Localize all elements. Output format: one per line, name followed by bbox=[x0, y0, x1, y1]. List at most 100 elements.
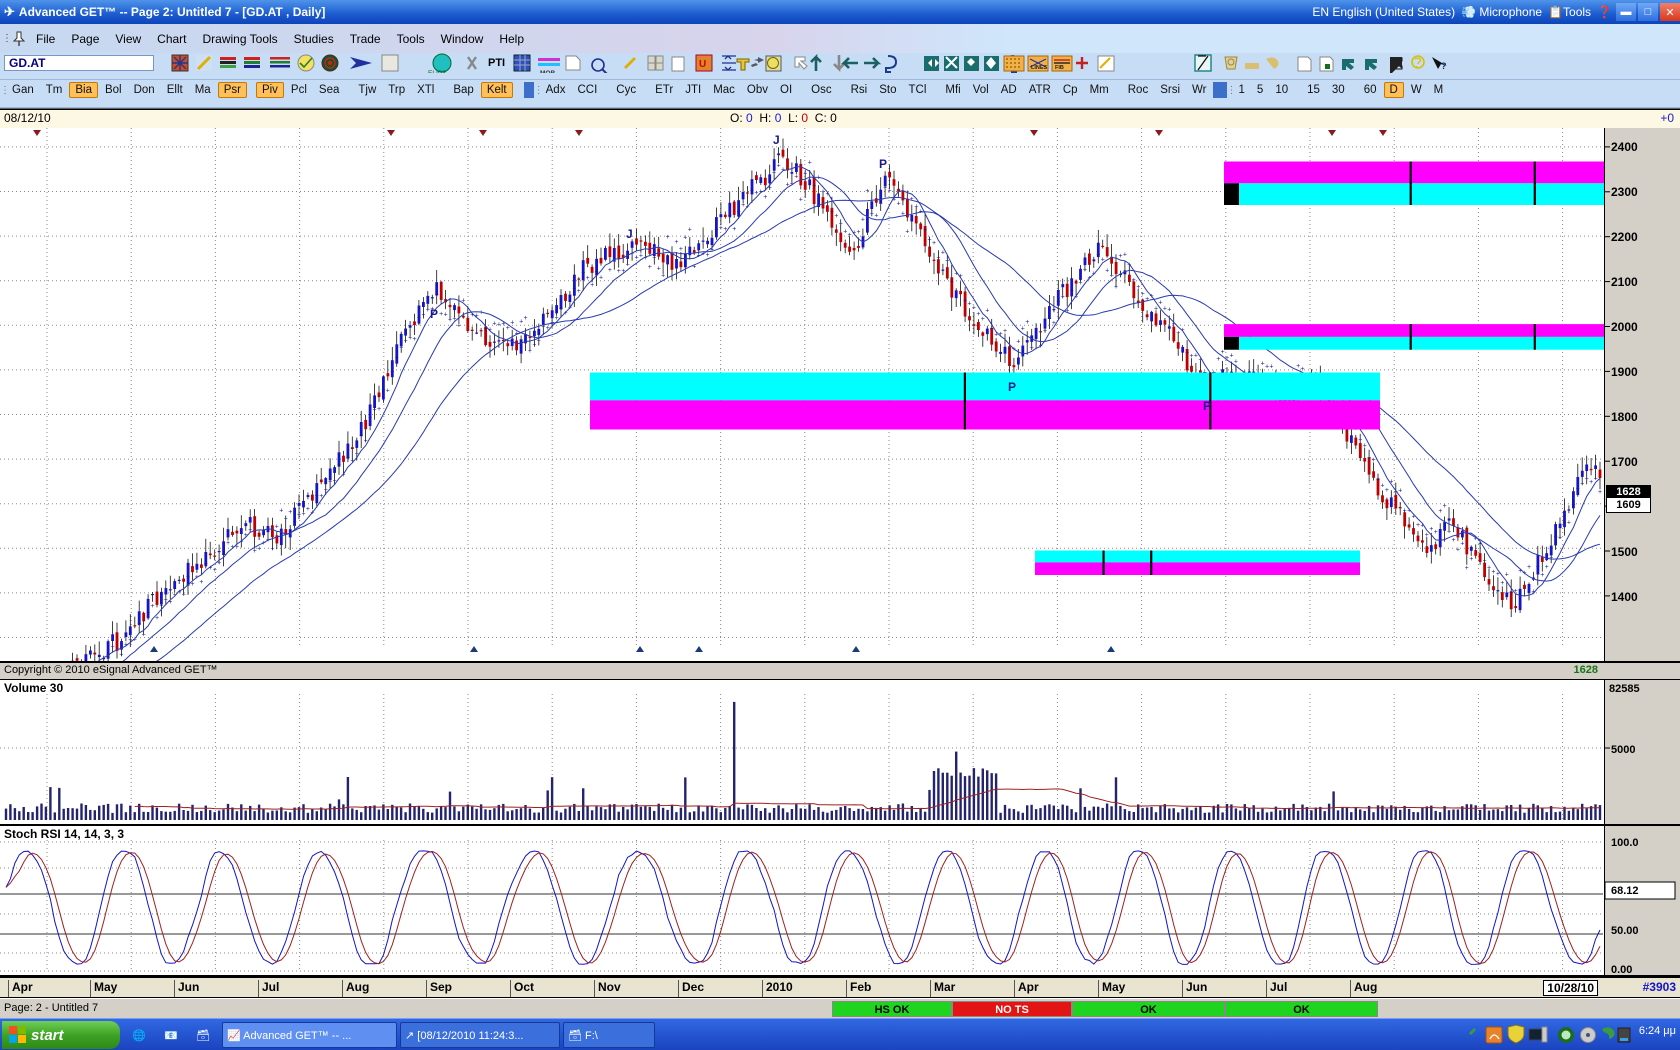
svg-text:+: + bbox=[803, 171, 807, 178]
svg-text:+: + bbox=[608, 267, 612, 274]
svg-text:+: + bbox=[1003, 328, 1007, 335]
svg-text:+: + bbox=[275, 523, 279, 530]
svg-text:+: + bbox=[603, 257, 607, 264]
svg-text:+: + bbox=[146, 610, 150, 617]
svg-text:+: + bbox=[439, 311, 443, 318]
svg-text:+: + bbox=[306, 506, 310, 513]
svg-text:?: ? bbox=[1441, 61, 1447, 71]
svg-text:+: + bbox=[839, 221, 843, 228]
svg-text:+: + bbox=[750, 188, 754, 195]
svg-text:+: + bbox=[950, 279, 954, 286]
svg-text:+: + bbox=[1269, 364, 1273, 371]
svg-text:+: + bbox=[590, 282, 594, 289]
svg-text:+: + bbox=[1500, 580, 1504, 587]
svg-text:+: + bbox=[808, 159, 812, 166]
svg-text:+: + bbox=[404, 338, 408, 345]
svg-text:P: P bbox=[879, 157, 887, 171]
svg-text:Volume 30: Volume 30 bbox=[4, 681, 63, 695]
svg-text:+: + bbox=[386, 387, 390, 394]
svg-text:+: + bbox=[928, 237, 932, 244]
svg-text:+: + bbox=[932, 240, 936, 247]
svg-text:+: + bbox=[959, 273, 963, 280]
svg-text:+: + bbox=[1021, 326, 1025, 333]
svg-text:+: + bbox=[435, 292, 439, 299]
svg-text:+: + bbox=[284, 516, 288, 523]
svg-text:+: + bbox=[355, 450, 359, 457]
svg-text:+: + bbox=[834, 213, 838, 220]
svg-text:P: P bbox=[1203, 399, 1211, 413]
svg-text:+: + bbox=[799, 196, 803, 203]
svg-text:+: + bbox=[1158, 299, 1162, 306]
svg-text:+: + bbox=[1083, 267, 1087, 274]
svg-text:+: + bbox=[679, 246, 683, 253]
svg-text:+: + bbox=[1443, 503, 1447, 510]
svg-text:+: + bbox=[479, 310, 483, 317]
svg-text:+: + bbox=[617, 268, 621, 275]
svg-text:+: + bbox=[1505, 572, 1509, 579]
svg-text:5000: 5000 bbox=[1611, 744, 1635, 756]
svg-text:+: + bbox=[137, 620, 141, 627]
svg-text:+: + bbox=[1589, 479, 1593, 486]
svg-text:+: + bbox=[1025, 319, 1029, 326]
svg-text:82585: 82585 bbox=[1609, 683, 1640, 695]
svg-text:2300: 2300 bbox=[1611, 185, 1638, 199]
svg-text:+: + bbox=[1571, 502, 1575, 509]
svg-text:J: J bbox=[626, 227, 633, 241]
svg-text:100.0: 100.0 bbox=[1611, 837, 1639, 849]
svg-text:+: + bbox=[337, 461, 341, 468]
svg-text:+: + bbox=[1545, 564, 1549, 571]
svg-text:+: + bbox=[794, 173, 798, 180]
svg-text:+: + bbox=[857, 229, 861, 236]
svg-text:+: + bbox=[1043, 328, 1047, 335]
svg-text:+: + bbox=[213, 567, 217, 574]
svg-text:+: + bbox=[399, 345, 403, 352]
svg-text:1700: 1700 bbox=[1611, 455, 1638, 469]
svg-text:+: + bbox=[1527, 564, 1531, 571]
svg-text:+: + bbox=[151, 603, 155, 610]
svg-text:+: + bbox=[763, 194, 767, 201]
svg-text:+: + bbox=[972, 305, 976, 312]
svg-text:+: + bbox=[1558, 535, 1562, 542]
svg-text:+: + bbox=[1540, 572, 1544, 579]
svg-text:2200: 2200 bbox=[1611, 230, 1638, 244]
svg-text:MOB: MOB bbox=[540, 70, 555, 73]
svg-text:+: + bbox=[1136, 284, 1140, 291]
svg-text:+: + bbox=[883, 185, 887, 192]
svg-text:+: + bbox=[1398, 487, 1402, 494]
svg-text:FIB: FIB bbox=[1055, 65, 1064, 71]
svg-text:+: + bbox=[728, 213, 732, 220]
svg-text:+: + bbox=[652, 255, 656, 262]
svg-text:J: J bbox=[773, 133, 780, 147]
svg-text:+: + bbox=[772, 170, 776, 177]
svg-text:+: + bbox=[417, 315, 421, 322]
svg-text:LINES: LINES bbox=[1031, 65, 1048, 71]
svg-text:+: + bbox=[373, 406, 377, 413]
svg-text:+: + bbox=[923, 227, 927, 234]
svg-text:+: + bbox=[675, 239, 679, 246]
svg-text:+: + bbox=[413, 336, 417, 343]
svg-text:+: + bbox=[1132, 277, 1136, 284]
svg-text:+: + bbox=[1434, 529, 1438, 536]
svg-text:U: U bbox=[699, 59, 706, 70]
svg-text:+: + bbox=[581, 270, 585, 277]
svg-text:+: + bbox=[874, 213, 878, 220]
svg-text:+: + bbox=[1465, 565, 1469, 572]
svg-text:+: + bbox=[510, 320, 514, 327]
svg-text:+: + bbox=[985, 308, 989, 315]
svg-text:+: + bbox=[941, 250, 945, 257]
svg-text:+: + bbox=[648, 264, 652, 271]
svg-text:+: + bbox=[683, 235, 687, 242]
svg-text:+: + bbox=[1194, 353, 1198, 360]
svg-text:P: P bbox=[1008, 380, 1016, 394]
svg-text:+: + bbox=[559, 306, 563, 313]
svg-text:+: + bbox=[1425, 532, 1429, 539]
svg-text:+: + bbox=[1469, 556, 1473, 563]
svg-text:+: + bbox=[270, 546, 274, 553]
svg-text:+: + bbox=[524, 315, 528, 322]
svg-text:+: + bbox=[1358, 437, 1362, 444]
svg-text:+: + bbox=[1447, 528, 1451, 535]
svg-text:ELIPS: ELIPS bbox=[428, 70, 447, 73]
svg-text:+: + bbox=[1452, 537, 1456, 544]
svg-text:+: + bbox=[599, 274, 603, 281]
svg-text:+: + bbox=[914, 204, 918, 211]
